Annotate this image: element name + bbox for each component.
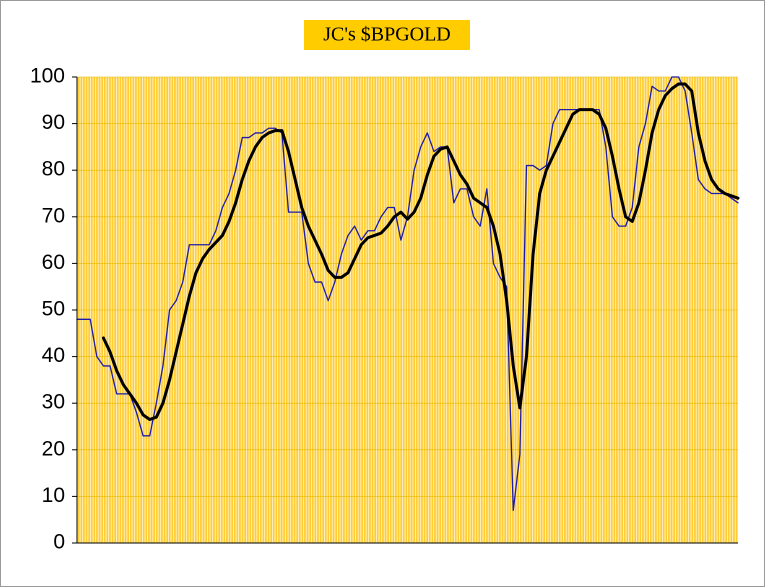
y-tick-label: 50 <box>42 298 65 321</box>
chart-title: JC's $BPGOLD <box>323 24 451 46</box>
y-tick-label: 20 <box>42 437 65 460</box>
title-box <box>304 20 470 50</box>
y-tick-label: 30 <box>42 391 65 414</box>
y-tick-label: 0 <box>53 531 65 554</box>
y-tick-label: 60 <box>42 251 65 274</box>
y-tick-label: 40 <box>42 344 65 367</box>
y-tick-label: 100 <box>30 65 65 88</box>
y-tick-label: 80 <box>42 158 65 181</box>
y-tick-label: 10 <box>42 484 65 507</box>
marks <box>76 76 740 512</box>
y-tick-label: 90 <box>42 111 65 134</box>
y-tick-label: 70 <box>42 204 65 227</box>
smoothed-line <box>101 82 740 422</box>
